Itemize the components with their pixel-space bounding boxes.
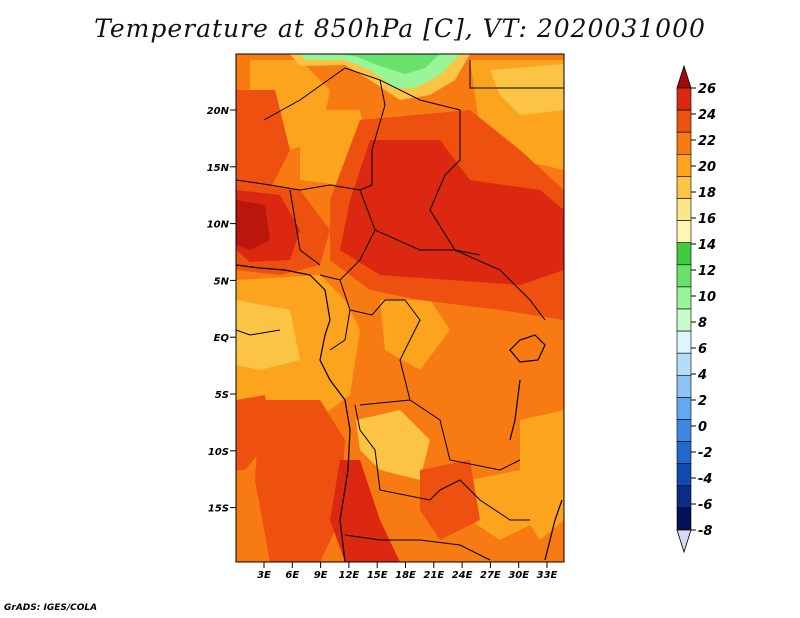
colorbar-box — [676, 198, 692, 221]
lat-label: 15N — [207, 163, 230, 174]
colorbar-box — [676, 87, 692, 111]
colorbar-label: -4 — [698, 472, 712, 487]
colorbar-box — [676, 154, 692, 177]
country-borders — [236, 60, 564, 561]
lon-label: 12E — [339, 570, 360, 581]
colorbar-bottom-arrow — [676, 529, 692, 554]
lat-label: 5S — [215, 390, 229, 401]
colorbar-box — [676, 264, 692, 288]
colorbar-box — [676, 242, 692, 266]
lon-label: 6E — [285, 570, 299, 581]
colorbar-box — [676, 109, 692, 133]
colorbar-box — [676, 220, 692, 244]
colorbar-box — [676, 441, 692, 465]
lon-label: 18E — [395, 570, 416, 581]
colorbar-top-arrow — [676, 64, 692, 89]
colorbar-box — [676, 352, 692, 376]
colorbar-label: 12 — [698, 264, 716, 279]
colorbar — [676, 64, 692, 554]
map-title: Temperature at 850hPa [C], VT: 202003100… — [94, 14, 706, 43]
colorbar-label: 22 — [698, 134, 716, 149]
colorbar-box — [676, 308, 692, 332]
lat-label: 10N — [207, 220, 230, 231]
colorbar-label: -8 — [698, 524, 712, 539]
colorbar-label: 20 — [698, 160, 716, 175]
colorbar-label: 26 — [698, 82, 716, 97]
colorbar-label: -6 — [698, 498, 712, 513]
colorbar-box — [676, 485, 692, 509]
colorbar-label: 6 — [698, 342, 707, 357]
colorbar-label: 18 — [698, 186, 716, 201]
colorbar-box — [676, 507, 692, 531]
lon-label: 30E — [508, 570, 529, 581]
lon-label: 24E — [452, 570, 473, 581]
lon-label: 33E — [537, 570, 558, 581]
colorbar-box — [676, 330, 692, 354]
colorbar-box — [676, 397, 692, 420]
colorbar-box — [676, 286, 692, 310]
colorbar-label: 10 — [698, 290, 716, 305]
lon-label: 3E — [257, 570, 271, 581]
colorbar-label: 4 — [697, 368, 707, 383]
lat-label: 10S — [208, 447, 229, 458]
lon-label: 21E — [423, 570, 444, 581]
colorbar-box — [676, 419, 692, 442]
colorbar-box — [676, 131, 692, 155]
lat-label: 20N — [207, 106, 230, 117]
colorbar-label: 2 — [698, 394, 707, 409]
lon-label: 27E — [480, 570, 501, 581]
colorbar-box — [676, 374, 692, 398]
latitude-axis: 20N 15N 10N 5N EQ 5S 10S 15S — [207, 106, 236, 515]
lon-label: 15E — [367, 570, 388, 581]
lon-label: 9E — [314, 570, 328, 581]
coastlines — [236, 264, 563, 562]
colorbar-box — [676, 463, 692, 487]
lat-label: 5N — [214, 276, 230, 287]
colorbar-label: -2 — [698, 446, 712, 461]
colorbar-label: 16 — [698, 212, 716, 227]
longitude-axis: 3E 6E 9E 12E 15E 18E 21E 24E 27E 30E 33E — [257, 562, 558, 581]
colorbar-box — [676, 176, 692, 199]
colorbar-label: 24 — [698, 108, 716, 123]
lat-label: EQ — [214, 333, 230, 344]
plot-frame — [235, 53, 565, 563]
lat-label: 15S — [208, 504, 229, 515]
colorbar-label: 0 — [698, 420, 707, 435]
colorbar-label: 8 — [698, 316, 707, 331]
colorbar-label: 14 — [698, 238, 716, 253]
credit-text: GrADS: IGES/COLA — [4, 603, 98, 613]
temperature-field — [236, 54, 564, 562]
